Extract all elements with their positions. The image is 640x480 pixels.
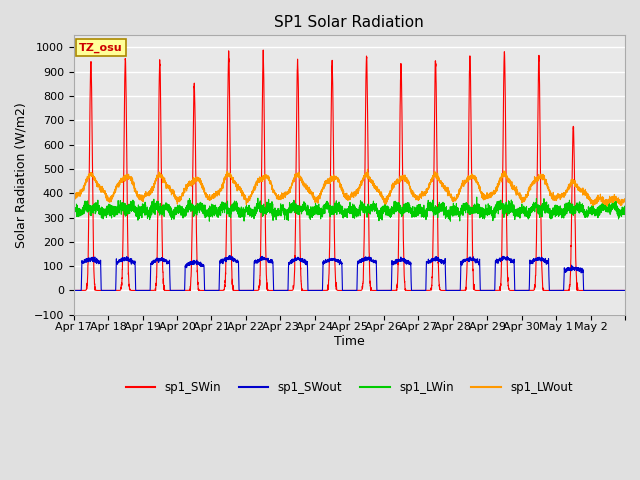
sp1_SWout xyxy=(500,254,508,260)
sp1_LWin xyxy=(528,209,536,215)
Text: TZ_osu: TZ_osu xyxy=(79,42,123,53)
X-axis label: Time: Time xyxy=(334,335,365,348)
sp1_LWout xyxy=(542,180,550,185)
sp1_LWin xyxy=(501,208,509,214)
sp1_SWout xyxy=(225,252,233,258)
sp1_SWin xyxy=(399,236,407,242)
sp1_LWout xyxy=(604,203,611,209)
sp1_SWin xyxy=(259,47,267,53)
sp1_LWout xyxy=(500,168,508,174)
sp1_LWout xyxy=(70,194,77,200)
sp1_LWin xyxy=(473,194,481,200)
sp1_LWin xyxy=(70,209,77,215)
sp1_LWin xyxy=(542,205,550,211)
sp1_LWout xyxy=(528,182,536,188)
sp1_LWin xyxy=(184,202,192,207)
Line: sp1_SWout: sp1_SWout xyxy=(74,255,625,290)
sp1_SWout xyxy=(528,258,536,264)
sp1_SWout xyxy=(184,262,192,267)
sp1_LWin xyxy=(205,218,213,224)
Line: sp1_LWout: sp1_LWout xyxy=(74,169,625,206)
sp1_SWout xyxy=(370,258,378,264)
sp1_SWin xyxy=(370,288,378,293)
sp1_LWout xyxy=(621,196,629,202)
sp1_LWout xyxy=(370,183,378,189)
sp1_SWout xyxy=(70,288,77,293)
sp1_SWin xyxy=(528,288,536,293)
sp1_LWout xyxy=(364,166,371,172)
sp1_SWin xyxy=(500,52,508,58)
sp1_LWout xyxy=(184,182,192,188)
sp1_SWout xyxy=(542,259,550,265)
sp1_SWin xyxy=(621,288,629,293)
sp1_LWin xyxy=(370,205,378,211)
sp1_SWin xyxy=(542,288,550,293)
Y-axis label: Solar Radiation (W/m2): Solar Radiation (W/m2) xyxy=(15,102,28,248)
sp1_LWout xyxy=(399,175,407,180)
sp1_SWout xyxy=(399,258,407,264)
Line: sp1_LWin: sp1_LWin xyxy=(74,197,625,221)
Legend: sp1_SWin, sp1_SWout, sp1_LWin, sp1_LWout: sp1_SWin, sp1_SWout, sp1_LWin, sp1_LWout xyxy=(121,376,578,399)
Line: sp1_SWin: sp1_SWin xyxy=(74,50,625,290)
sp1_LWin xyxy=(399,210,407,216)
sp1_SWin xyxy=(184,288,192,293)
sp1_LWin xyxy=(621,211,629,217)
sp1_SWin xyxy=(70,288,77,293)
sp1_SWout xyxy=(621,288,629,293)
Title: SP1 Solar Radiation: SP1 Solar Radiation xyxy=(275,15,424,30)
